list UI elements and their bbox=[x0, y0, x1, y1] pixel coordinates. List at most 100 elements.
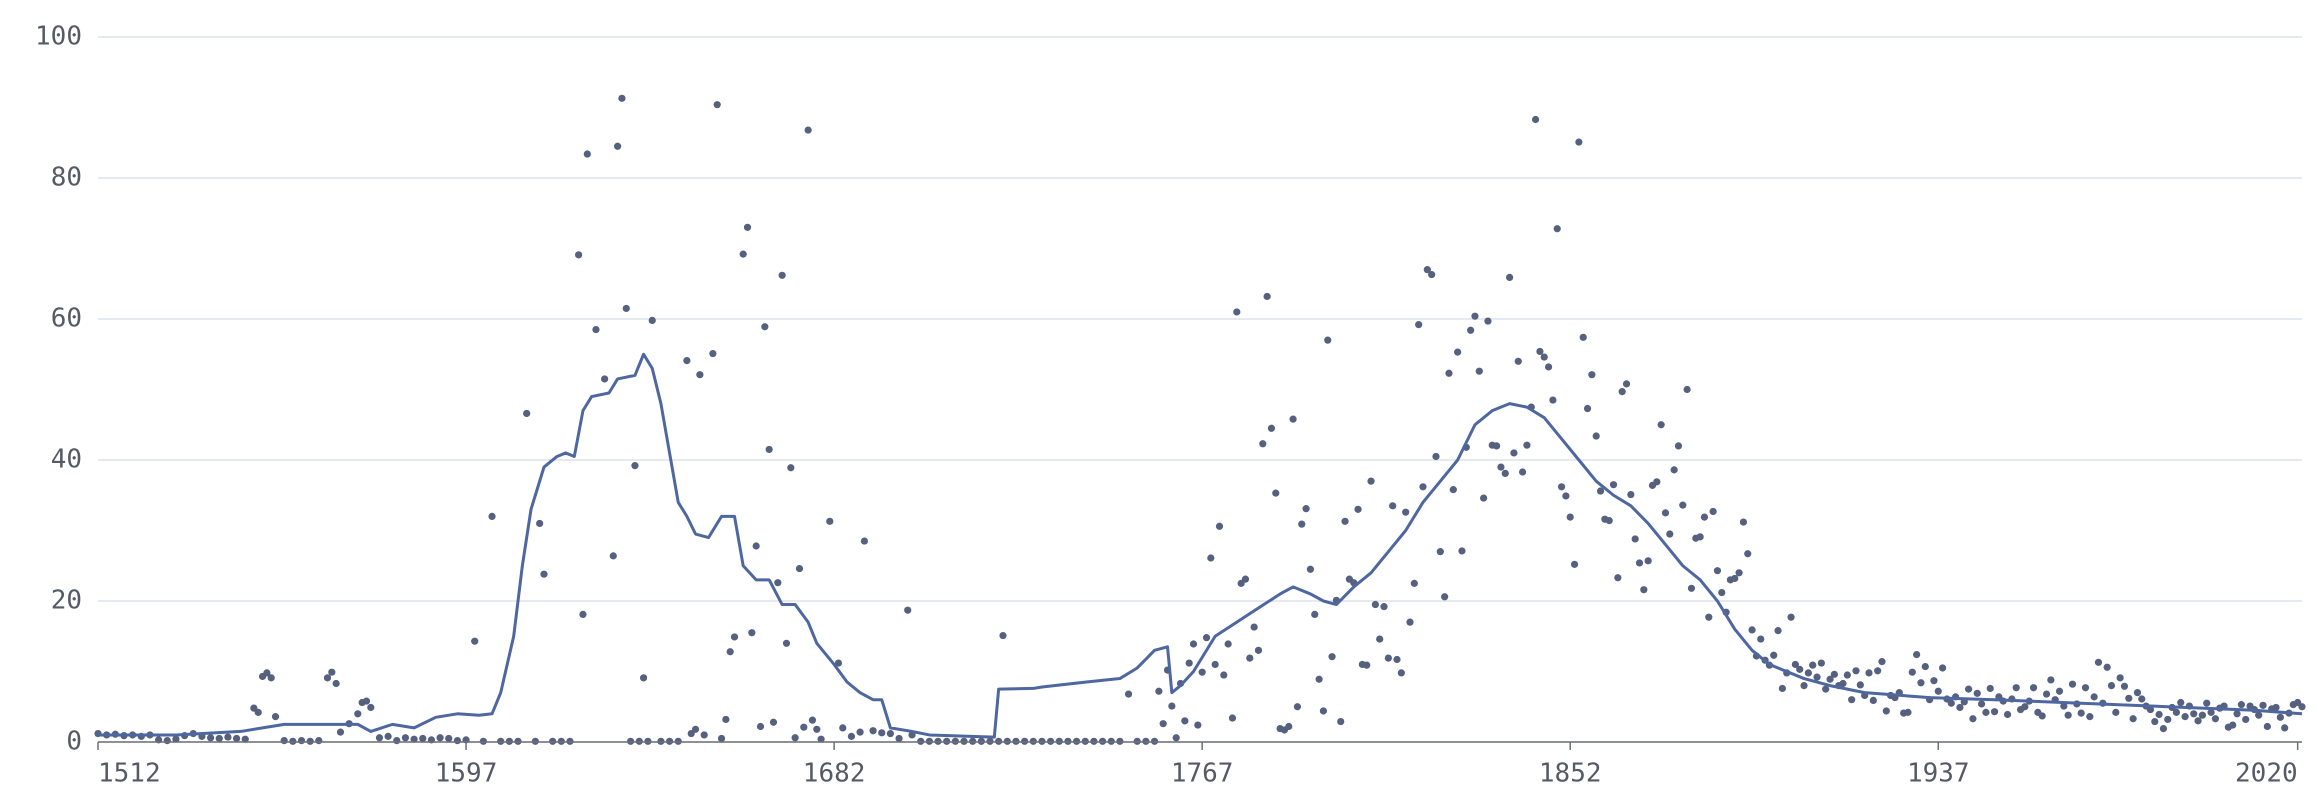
scatter-point bbox=[1596, 487, 1605, 495]
scatter-point bbox=[2155, 710, 2163, 719]
scatter-point bbox=[2029, 684, 2038, 692]
scatter-point bbox=[774, 579, 782, 587]
scatter-point bbox=[2190, 710, 2198, 718]
scatter-point bbox=[2164, 715, 2172, 724]
scatter-point bbox=[401, 734, 410, 742]
scatter-point bbox=[2237, 701, 2245, 709]
scatter-point bbox=[1592, 432, 1600, 440]
scatter-point bbox=[375, 734, 384, 742]
scatter-point bbox=[1713, 567, 1722, 575]
y-tick-label: 80 bbox=[51, 163, 82, 193]
scatter-point bbox=[1168, 702, 1176, 710]
scatter-point bbox=[215, 734, 223, 743]
scatter-point bbox=[579, 610, 587, 618]
scatter-point bbox=[2060, 702, 2068, 710]
scatter-point bbox=[575, 251, 583, 259]
scatter-point bbox=[1913, 650, 1921, 659]
scatter-point bbox=[1739, 518, 1748, 526]
scatter-point bbox=[2181, 713, 2189, 721]
scatter-point bbox=[2055, 687, 2064, 695]
scatter-point bbox=[1531, 115, 1540, 124]
y-tick-label: 40 bbox=[51, 445, 82, 475]
scatter-point bbox=[2138, 695, 2146, 703]
scatter-point bbox=[1259, 440, 1267, 448]
scatter-point bbox=[1778, 684, 1786, 693]
scatter-point bbox=[1982, 708, 1990, 716]
scatter-point bbox=[2146, 705, 2155, 714]
plot-area bbox=[94, 94, 2306, 745]
y-tick-label: 60 bbox=[51, 304, 82, 334]
scatter-point bbox=[683, 356, 691, 365]
scatter-point bbox=[2281, 724, 2289, 732]
x-tick-label: 1597 bbox=[435, 759, 498, 789]
scatter-point bbox=[817, 735, 825, 743]
scatter-point bbox=[1363, 661, 1371, 669]
scatter-point bbox=[2242, 715, 2250, 724]
scatter-point bbox=[1921, 662, 1929, 671]
scatter-point bbox=[1393, 655, 1401, 664]
scatter-point bbox=[748, 629, 756, 637]
x-tick-label: 1682 bbox=[803, 759, 866, 789]
scatter-point bbox=[782, 639, 791, 647]
scatter-point bbox=[1865, 669, 1873, 677]
scatter-point bbox=[1657, 421, 1665, 429]
scatter-point bbox=[1501, 469, 1509, 477]
scatter-point bbox=[583, 150, 591, 158]
scatter-point bbox=[1990, 708, 1999, 716]
scatter-point bbox=[1882, 707, 1890, 715]
x-tick-label: 2020 bbox=[2235, 759, 2298, 789]
scatter-point bbox=[297, 736, 306, 745]
scatter-point bbox=[2298, 703, 2306, 711]
scatter-point bbox=[1661, 509, 1670, 517]
scatter-point bbox=[739, 250, 747, 258]
scatter-point bbox=[1302, 505, 1310, 513]
scatter-point bbox=[1306, 565, 1315, 573]
scatter-point bbox=[1445, 369, 1453, 377]
scatter-point bbox=[1124, 690, 1133, 698]
scatter-point bbox=[2133, 689, 2142, 697]
scatter-point bbox=[2103, 663, 2111, 671]
scatter-point bbox=[1406, 618, 1414, 626]
scatter-point bbox=[743, 223, 752, 231]
scatter-point bbox=[1523, 441, 1531, 449]
scatter-point bbox=[254, 708, 262, 716]
scatter-point bbox=[1622, 380, 1631, 388]
scatter-point bbox=[1505, 273, 1514, 282]
scatter-point bbox=[2198, 711, 2207, 719]
scatter-point bbox=[172, 735, 180, 743]
scatter-point bbox=[2259, 701, 2267, 709]
scatter-point bbox=[1614, 574, 1622, 582]
scatter-point bbox=[1605, 517, 1613, 525]
scatter-point bbox=[717, 734, 726, 743]
scatter-point bbox=[787, 464, 795, 472]
scatter-point bbox=[2177, 698, 2185, 707]
scatter-point bbox=[1653, 478, 1661, 486]
scatter-point bbox=[267, 674, 275, 682]
scatter-point bbox=[1917, 679, 1925, 687]
scatter-point bbox=[1484, 317, 1492, 325]
scatter-point bbox=[1497, 463, 1505, 471]
scatter-point bbox=[1220, 671, 1228, 679]
scatter-point bbox=[1830, 670, 1838, 678]
scatter-point bbox=[1211, 660, 1219, 669]
scatter-point bbox=[315, 736, 323, 745]
scatter-point bbox=[436, 734, 444, 742]
scatter-point bbox=[1263, 292, 1271, 301]
trend-line bbox=[98, 352, 2303, 739]
scatter-point bbox=[1705, 613, 1713, 621]
y-tick-label: 20 bbox=[51, 586, 82, 616]
scatter-point bbox=[206, 734, 215, 742]
scatter-point bbox=[869, 727, 877, 735]
scatter-point bbox=[488, 512, 496, 521]
scatter-point bbox=[1540, 353, 1548, 361]
scatter-point bbox=[1449, 486, 1457, 494]
scatter-point bbox=[393, 736, 401, 745]
scatter-point bbox=[1471, 312, 1479, 320]
scatter-point bbox=[860, 537, 869, 545]
scatter-point bbox=[769, 718, 778, 726]
scatter-point bbox=[1640, 586, 1648, 594]
scatter-point bbox=[1458, 547, 1466, 555]
scatter-point bbox=[1376, 635, 1384, 643]
scatter-point bbox=[1748, 626, 1756, 634]
